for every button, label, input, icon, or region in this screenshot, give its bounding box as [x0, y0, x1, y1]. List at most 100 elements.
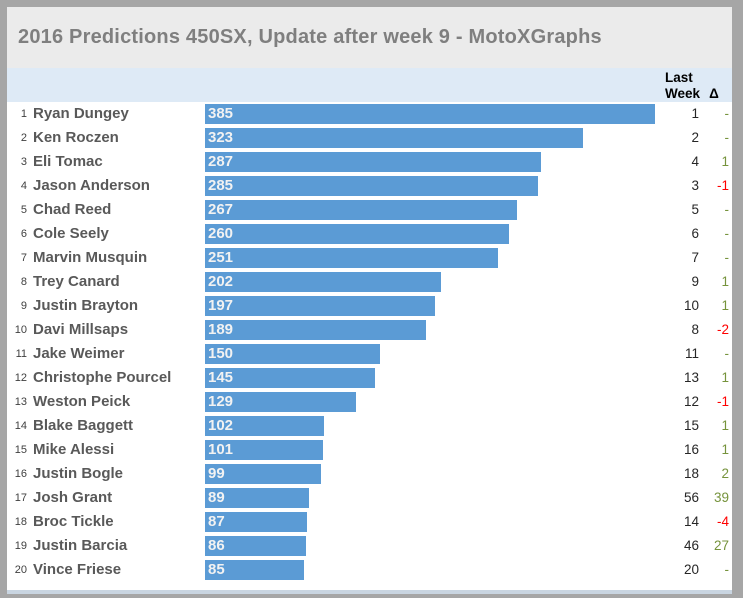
- chart-row: 10 Davi Millsaps 189 8 -2: [7, 318, 732, 342]
- rider-name: Christophe Pourcel: [33, 369, 172, 386]
- delta-value: -: [724, 106, 730, 121]
- rider-name: Ken Roczen: [33, 129, 119, 146]
- bar-cell: 101: [205, 438, 665, 462]
- points-bar: 189: [205, 320, 426, 340]
- rank-label: 12: [14, 372, 27, 384]
- points-bar: 86: [205, 536, 306, 556]
- rank-label: 15: [14, 444, 27, 456]
- points-value: 285: [208, 177, 234, 194]
- rider-name: Jake Weimer: [33, 345, 125, 362]
- rider-name: Cole Seely: [33, 225, 109, 242]
- last-week-value: 13: [683, 370, 699, 385]
- points-value: 189: [208, 321, 234, 338]
- points-value: 267: [208, 201, 234, 218]
- rider-name: Davi Millsaps: [33, 321, 129, 338]
- bar-cell: 251: [205, 246, 665, 270]
- rank-label: 17: [14, 492, 27, 504]
- last-week-value: 11: [684, 346, 699, 361]
- rank-label: 20: [14, 564, 27, 576]
- last-week-value: 12: [683, 394, 699, 409]
- points-bar: 285: [205, 176, 539, 196]
- bar-cell: 197: [205, 294, 665, 318]
- points-value: 86: [208, 537, 225, 554]
- points-bar: 260: [205, 224, 509, 244]
- rider-name: Josh Grant: [33, 489, 113, 506]
- points-bar: 323: [205, 128, 583, 148]
- delta-value: -1: [716, 178, 729, 193]
- delta-value: -: [724, 250, 730, 265]
- rank-label: 13: [14, 396, 27, 408]
- chart-row: 6 Cole Seely 260 6 -: [7, 222, 732, 246]
- bar-cell: 189: [205, 318, 665, 342]
- points-value: 129: [208, 393, 234, 410]
- delta-value: 1: [721, 154, 729, 169]
- rider-name: Marvin Musquin: [33, 249, 148, 266]
- last-week-value: 4: [691, 154, 699, 169]
- points-value: 87: [208, 513, 225, 530]
- last-week-value: 18: [683, 466, 699, 481]
- bar-cell: 89: [205, 486, 665, 510]
- points-value: 287: [208, 153, 234, 170]
- last-week-value: 20: [683, 562, 699, 577]
- chart-row: 19 Justin Barcia 86 46 27: [7, 534, 732, 558]
- bar-cell: 85: [205, 558, 665, 582]
- delta-value: 27: [713, 538, 729, 553]
- rank-label: 18: [14, 516, 27, 528]
- points-value: 101: [208, 441, 234, 458]
- bottom-strip: [7, 590, 732, 594]
- last-week-value: 1: [691, 106, 699, 121]
- delta-value: 1: [721, 442, 729, 457]
- rider-name: Eli Tomac: [33, 153, 103, 170]
- points-value: 251: [208, 249, 234, 266]
- bar-cell: 285: [205, 174, 665, 198]
- last-week-value: 8: [691, 322, 699, 337]
- rank-label: 7: [20, 252, 27, 264]
- rank-label: 9: [20, 300, 27, 312]
- rank-label: 11: [15, 348, 27, 360]
- delta-value: -: [724, 346, 730, 361]
- bar-cell: 99: [205, 462, 665, 486]
- delta-value: 1: [721, 418, 729, 433]
- rider-name: Justin Brayton: [33, 297, 139, 314]
- rider-name: Weston Peick: [33, 393, 131, 410]
- chart-row: 9 Justin Brayton 197 10 1: [7, 294, 732, 318]
- bar-cell: 323: [205, 126, 665, 150]
- bar-cell: 102: [205, 414, 665, 438]
- last-week-value: 15: [683, 418, 699, 433]
- column-header-band: Last Week Δ: [7, 68, 732, 102]
- last-week-value: 3: [691, 178, 699, 193]
- chart-row: 14 Blake Baggett 102 15 1: [7, 414, 732, 438]
- points-value: 385: [208, 105, 234, 122]
- rank-label: 4: [20, 180, 27, 192]
- points-bar: 197: [205, 296, 436, 316]
- last-week-header-line2: Week: [665, 86, 701, 101]
- bar-cell: 86: [205, 534, 665, 558]
- delta-value: 1: [721, 298, 729, 313]
- points-value: 85: [208, 561, 225, 578]
- bar-cell: 87: [205, 510, 665, 534]
- rider-name: Broc Tickle: [33, 513, 114, 530]
- points-bar: 87: [205, 512, 307, 532]
- points-value: 202: [208, 273, 234, 290]
- bar-cell: 129: [205, 390, 665, 414]
- delta-value: 39: [713, 490, 729, 505]
- points-bar: 85: [205, 560, 305, 580]
- delta-value: -: [724, 130, 730, 145]
- points-bar: 129: [205, 392, 356, 412]
- points-bar: 267: [205, 200, 518, 220]
- points-value: 145: [208, 369, 234, 386]
- rank-label: 3: [20, 156, 27, 168]
- points-value: 323: [208, 129, 234, 146]
- last-week-value: 6: [691, 226, 699, 241]
- last-week-value: 5: [691, 202, 699, 217]
- chart-row: 12 Christophe Pourcel 145 13 1: [7, 366, 732, 390]
- chart-row: 4 Jason Anderson 285 3 -1: [7, 174, 732, 198]
- bar-cell: 260: [205, 222, 665, 246]
- points-bar: 99: [205, 464, 321, 484]
- points-bar: 101: [205, 440, 324, 460]
- bar-cell: 267: [205, 198, 665, 222]
- delta-column-header: Δ: [709, 86, 719, 101]
- chart-row: 13 Weston Peick 129 12 -1: [7, 390, 732, 414]
- delta-value: -: [724, 562, 730, 577]
- points-bar: 202: [205, 272, 442, 292]
